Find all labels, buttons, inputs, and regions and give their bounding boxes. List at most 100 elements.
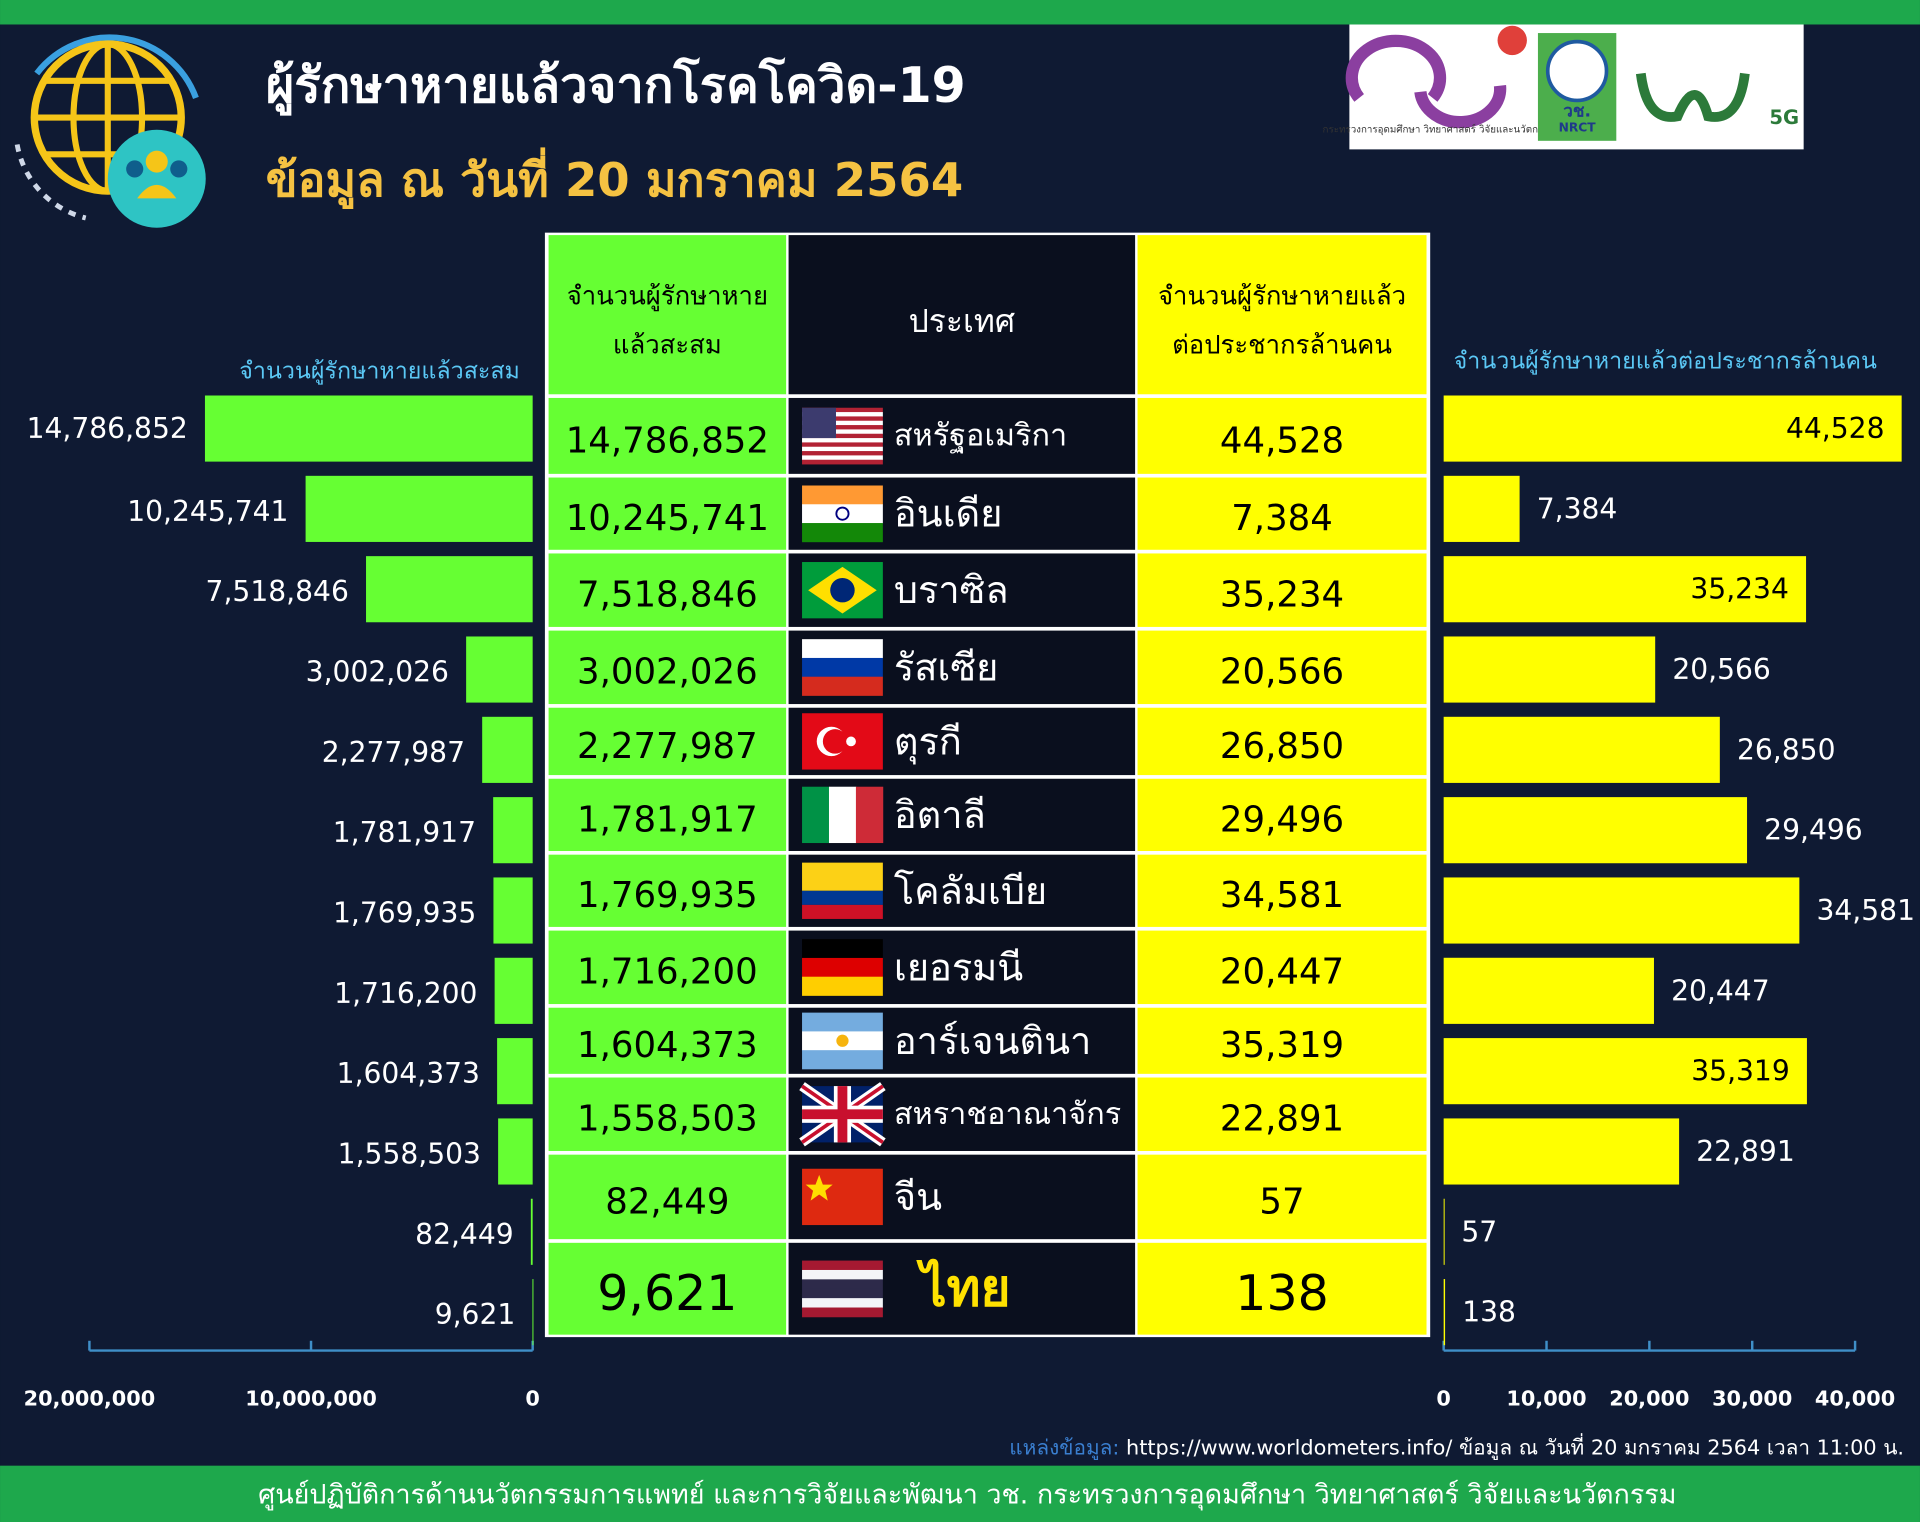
per-million-recovered: 7,384 (1231, 498, 1333, 539)
flag (802, 1260, 883, 1318)
value-label: 1,769,935 (333, 896, 476, 929)
table-cell (1137, 854, 1427, 927)
table-cell (548, 1007, 787, 1074)
flag-stripe (802, 1050, 883, 1070)
table-cell (548, 553, 787, 627)
flag-stripe (802, 459, 883, 465)
country-name: โคลัมเบีย (894, 869, 1047, 913)
value-label: 82,449 (415, 1218, 514, 1251)
flag-stripe (802, 1288, 883, 1299)
value-label: 1,604,373 (337, 1057, 480, 1090)
table-cell (1137, 930, 1427, 1005)
header-cell (1137, 235, 1427, 395)
logo-text: 5G (1769, 106, 1799, 129)
table-cell (548, 477, 787, 550)
per-million-recovered: 57 (1259, 1181, 1304, 1222)
table-cell (1137, 1242, 1427, 1335)
flag-stripe (802, 438, 883, 443)
flag-stripe (802, 1012, 883, 1032)
x-tick-label: 10,000,000 (245, 1386, 377, 1410)
flag (802, 639, 883, 696)
flag-stripe (802, 976, 883, 996)
flag-stripe (802, 786, 830, 844)
bottom-strip (0, 1465, 1920, 1522)
value-label: 26,850 (1737, 733, 1836, 766)
bar (1443, 1118, 1680, 1185)
x-tick-label: 20,000,000 (24, 1386, 156, 1410)
table-cell (1137, 1077, 1427, 1151)
person (170, 160, 188, 178)
bar (530, 1198, 533, 1265)
flag-stripe (802, 676, 883, 696)
per-million-recovered: 35,234 (1220, 575, 1344, 616)
flag-stripe (802, 1279, 883, 1290)
table-cell (548, 1242, 787, 1335)
person (145, 150, 168, 173)
per-million-recovered: 26,850 (1220, 726, 1344, 767)
value-label: 14,786,852 (27, 412, 188, 445)
cumulative-recovered: 1,781,917 (577, 799, 758, 840)
flag-stripe (802, 1298, 883, 1308)
flag-stripe (855, 786, 884, 844)
table-cell (1137, 1007, 1427, 1074)
bar (305, 475, 533, 542)
table-cell (548, 1154, 787, 1240)
chart-title: จำนวนผู้รักษาหายแล้วสะสม (239, 358, 520, 386)
value-label: 29,496 (1764, 814, 1863, 847)
x-tick-label: 0 (1436, 1386, 1450, 1410)
cumulative-recovered: 3,002,026 (577, 652, 758, 693)
cumulative-recovered: 9,621 (597, 1265, 737, 1322)
bar (1443, 556, 1807, 623)
country-name: อาร์เจนตินา (894, 1019, 1091, 1063)
person (126, 160, 144, 178)
x-tick-label: 40,000 (1815, 1386, 1895, 1410)
table-cell (548, 854, 787, 927)
value-label: 35,319 (1691, 1055, 1790, 1088)
source-label: แหล่งข้อมูล: (1009, 1435, 1119, 1460)
flag-stripe (802, 523, 883, 543)
flag-stripe (802, 455, 883, 461)
globe-icon (14, 34, 206, 228)
per-million-recovered: 44,528 (1220, 420, 1344, 461)
value-label: 20,447 (1671, 974, 1770, 1007)
country-name: จีน (894, 1175, 942, 1219)
cumulative-recovered: 14,786,852 (566, 420, 769, 461)
source-line: แหล่งข้อมูล: https://www.worldometers.in… (1009, 1433, 1904, 1460)
column-header: ต่อประชากรล้านคน (1172, 330, 1392, 360)
table-cell (1137, 397, 1427, 474)
column-header: แล้วสะสม (613, 330, 722, 360)
bar (1443, 797, 1748, 864)
per-million-recovered: 138 (1235, 1265, 1328, 1322)
table-cell (1137, 1154, 1427, 1240)
cumulative-recovered: 82,449 (605, 1181, 729, 1222)
bar (494, 957, 533, 1024)
flag-stripe (802, 1269, 883, 1280)
flag-cross (837, 1086, 848, 1143)
logo-mark (1635, 72, 1750, 122)
flag-stripe (802, 939, 883, 959)
logo-text: NRCT (1559, 120, 1597, 134)
flag-stripe (802, 657, 883, 678)
flag-stripe (802, 1307, 883, 1318)
value-label: 22,891 (1696, 1135, 1795, 1168)
person (137, 184, 177, 199)
flag-stripe (802, 957, 883, 978)
table-cell (1137, 630, 1427, 705)
table-cell (1137, 707, 1427, 776)
country-name: เยอรมนี (894, 945, 1023, 989)
title: ผู้รักษาหายแล้วจากโรคโควิด-19 (266, 56, 966, 116)
flag (802, 786, 884, 844)
table-cell (1137, 778, 1427, 851)
bar (1443, 475, 1520, 542)
cumulative-recovered: 1,769,935 (577, 875, 758, 916)
flag-stripe (802, 890, 883, 905)
country-name: รัสเซีย (894, 645, 998, 689)
x-tick-label: 20,000 (1609, 1386, 1689, 1410)
table-cell (1137, 553, 1427, 627)
flag-crescent (822, 729, 848, 754)
value-label: 44,528 (1786, 412, 1885, 445)
header-cell (788, 235, 1136, 395)
bar (482, 716, 533, 783)
bar (466, 636, 533, 703)
flag-stripe (802, 412, 883, 417)
